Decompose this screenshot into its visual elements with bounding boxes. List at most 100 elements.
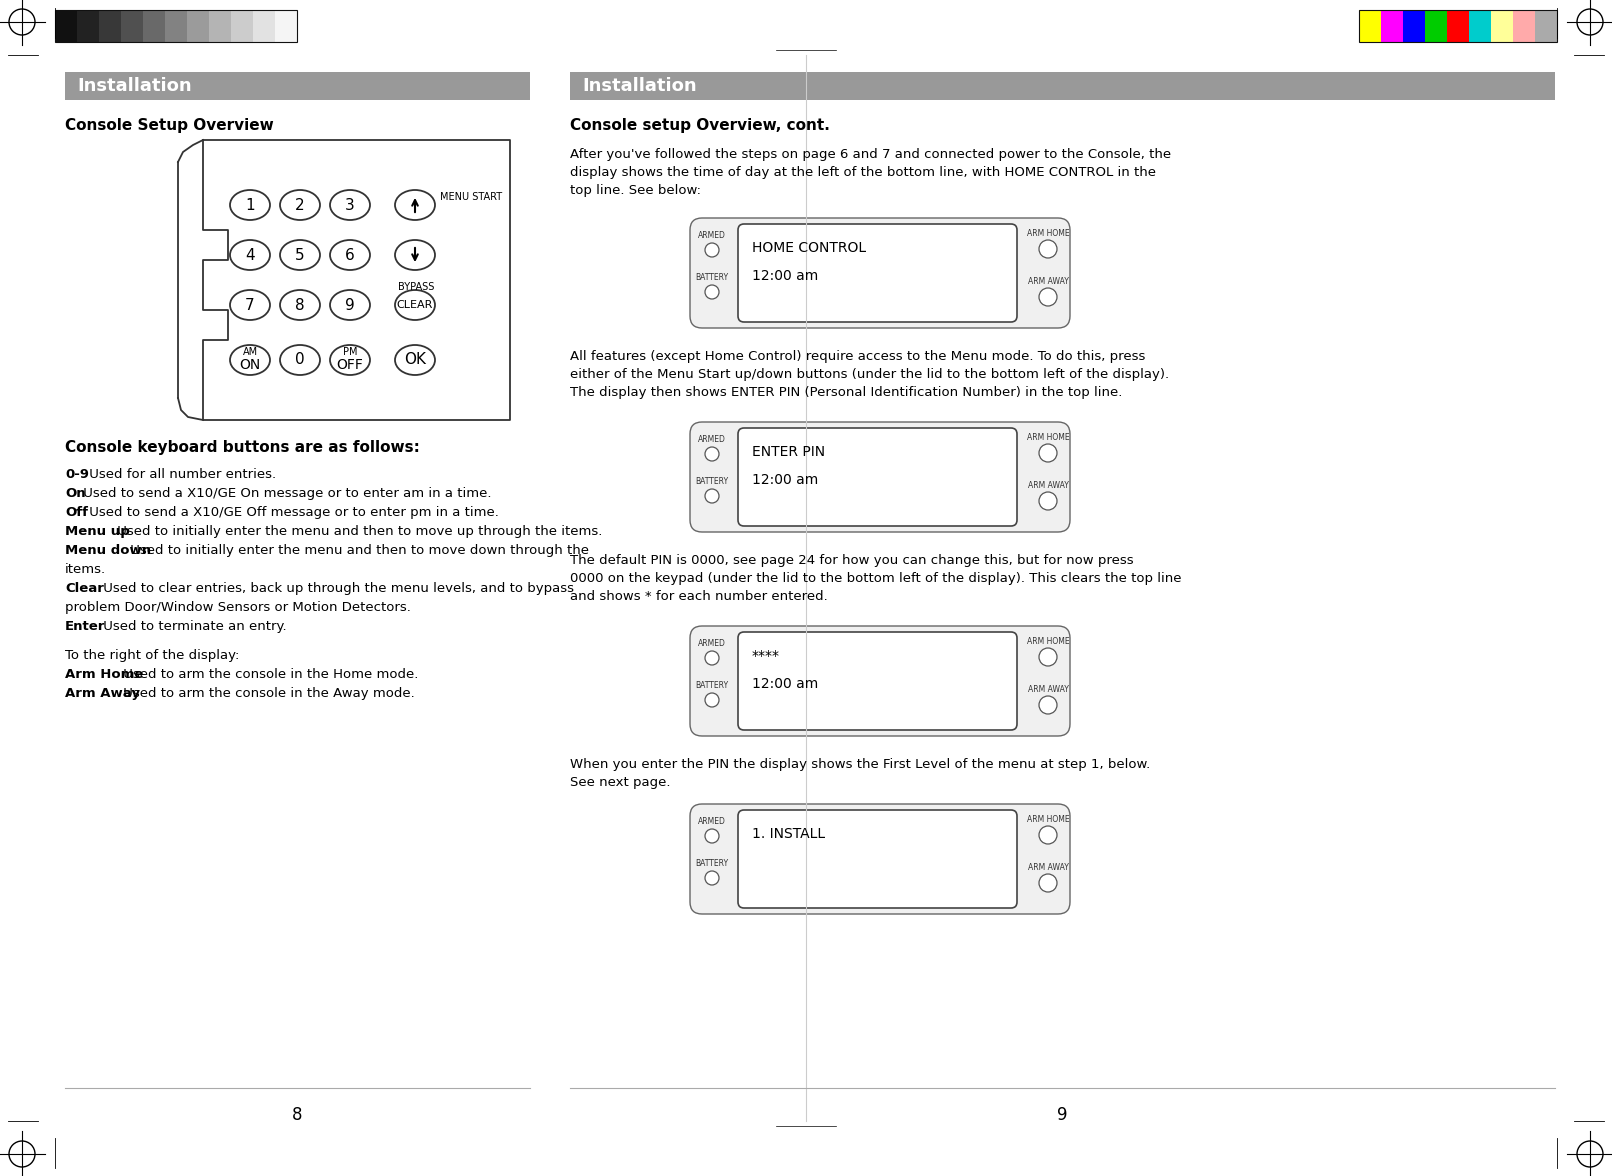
Text: PM: PM (343, 347, 358, 358)
Text: Arm Home: Arm Home (64, 668, 143, 681)
Text: Used to arm the console in the Away mode.: Used to arm the console in the Away mode… (119, 687, 416, 700)
Bar (1402, 11, 1425, 42)
Circle shape (704, 489, 719, 503)
Bar (1359, 11, 1557, 42)
Text: Used to terminate an entry.: Used to terminate an entry. (98, 620, 287, 633)
Text: OFF: OFF (337, 358, 363, 372)
Ellipse shape (395, 290, 435, 320)
Text: Installation: Installation (77, 76, 192, 95)
Text: BATTERY: BATTERY (695, 860, 729, 869)
Text: ARM AWAY: ARM AWAY (1027, 686, 1069, 695)
Text: ARM HOME: ARM HOME (1027, 434, 1069, 442)
Bar (121, 11, 143, 42)
Text: ****: **** (753, 649, 780, 663)
Ellipse shape (231, 290, 269, 320)
Circle shape (1040, 288, 1057, 306)
Bar (164, 11, 187, 42)
Circle shape (1040, 826, 1057, 844)
Text: ARMED: ARMED (698, 435, 725, 445)
Text: Used to send a X10/GE Off message or to enter pm in a time.: Used to send a X10/GE Off message or to … (85, 506, 500, 519)
Bar (55, 11, 77, 42)
Ellipse shape (280, 191, 321, 220)
Bar (1514, 11, 1535, 42)
FancyBboxPatch shape (690, 626, 1070, 736)
Text: ARMED: ARMED (698, 640, 725, 648)
Text: CLEAR: CLEAR (397, 300, 434, 310)
Text: Installation: Installation (582, 76, 696, 95)
Text: BYPASS: BYPASS (398, 282, 434, 292)
Text: Enter: Enter (64, 620, 105, 633)
Bar (55, 11, 297, 42)
Ellipse shape (330, 345, 371, 375)
Bar (276, 11, 297, 42)
Text: Clear: Clear (64, 582, 103, 595)
FancyBboxPatch shape (690, 422, 1070, 532)
Ellipse shape (395, 240, 435, 270)
Text: AM: AM (242, 347, 258, 358)
Bar (187, 11, 210, 42)
Text: Used to initially enter the menu and then to move down through the: Used to initially enter the menu and the… (126, 544, 590, 557)
Text: 2: 2 (295, 198, 305, 213)
Circle shape (704, 243, 719, 258)
Text: 6: 6 (345, 247, 355, 262)
Text: Arm Away: Arm Away (64, 687, 140, 700)
Circle shape (1040, 874, 1057, 893)
Bar (1359, 11, 1381, 42)
Ellipse shape (395, 345, 435, 375)
Text: 1. INSTALL: 1. INSTALL (753, 827, 825, 841)
Bar (571, 72, 1556, 100)
Text: Console Setup Overview: Console Setup Overview (64, 118, 274, 133)
Text: ARM HOME: ARM HOME (1027, 229, 1069, 239)
Text: problem Door/Window Sensors or Motion Detectors.: problem Door/Window Sensors or Motion De… (64, 601, 411, 614)
Ellipse shape (231, 345, 269, 375)
Bar (143, 11, 164, 42)
Bar (231, 11, 253, 42)
Ellipse shape (231, 240, 269, 270)
Circle shape (704, 447, 719, 461)
Text: BATTERY: BATTERY (695, 274, 729, 282)
FancyBboxPatch shape (738, 810, 1017, 908)
Circle shape (704, 285, 719, 299)
Text: Used to arm the console in the Home mode.: Used to arm the console in the Home mode… (119, 668, 419, 681)
Text: The default PIN is 0000, see page 24 for how you can change this, but for now pr: The default PIN is 0000, see page 24 for… (571, 554, 1182, 603)
Text: HOME CONTROL: HOME CONTROL (753, 241, 866, 255)
Text: ARMED: ARMED (698, 232, 725, 241)
Text: All features (except Home Control) require access to the Menu mode. To do this, : All features (except Home Control) requi… (571, 350, 1169, 399)
FancyBboxPatch shape (738, 223, 1017, 322)
Text: BATTERY: BATTERY (695, 477, 729, 487)
Bar (1381, 11, 1402, 42)
Bar (1448, 11, 1469, 42)
Bar (64, 72, 530, 100)
Text: 8: 8 (292, 1105, 303, 1124)
Text: Used to initially enter the menu and then to move up through the items.: Used to initially enter the menu and the… (113, 524, 601, 537)
Text: 0: 0 (295, 353, 305, 367)
Text: ON: ON (239, 358, 261, 372)
Ellipse shape (330, 191, 371, 220)
FancyBboxPatch shape (738, 428, 1017, 526)
Text: ARMED: ARMED (698, 817, 725, 827)
Text: ARM HOME: ARM HOME (1027, 815, 1069, 824)
Ellipse shape (330, 240, 371, 270)
Text: Console keyboard buttons are as follows:: Console keyboard buttons are as follows: (64, 440, 419, 455)
Circle shape (1040, 240, 1057, 258)
Text: ARM AWAY: ARM AWAY (1027, 481, 1069, 490)
Text: Used for all number entries.: Used for all number entries. (85, 468, 277, 481)
Ellipse shape (280, 290, 321, 320)
Circle shape (1040, 445, 1057, 462)
Text: OK: OK (405, 353, 426, 367)
Text: items.: items. (64, 563, 106, 576)
Text: When you enter the PIN the display shows the First Level of the menu at step 1, : When you enter the PIN the display shows… (571, 759, 1151, 789)
Text: Console setup Overview, cont.: Console setup Overview, cont. (571, 118, 830, 133)
Bar (77, 11, 98, 42)
FancyBboxPatch shape (690, 804, 1070, 914)
Text: ARM HOME: ARM HOME (1027, 637, 1069, 647)
Text: ENTER PIN: ENTER PIN (753, 445, 825, 459)
Ellipse shape (231, 191, 269, 220)
Circle shape (1040, 648, 1057, 666)
Ellipse shape (395, 191, 435, 220)
Text: 12:00 am: 12:00 am (753, 269, 819, 283)
Bar (1535, 11, 1557, 42)
Text: Off: Off (64, 506, 89, 519)
Text: 9: 9 (1057, 1105, 1067, 1124)
Text: BATTERY: BATTERY (695, 682, 729, 690)
